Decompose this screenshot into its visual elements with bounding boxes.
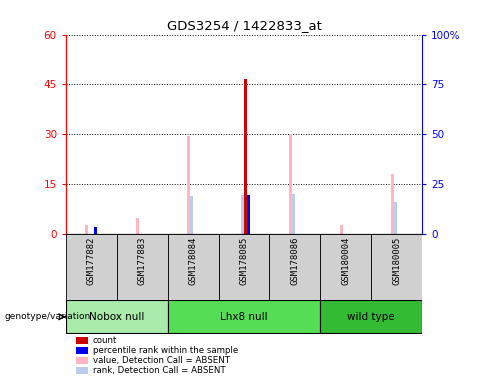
Bar xyxy=(190,196,193,234)
Text: genotype/variation: genotype/variation xyxy=(5,312,91,321)
Bar xyxy=(94,227,98,234)
Bar xyxy=(85,225,88,234)
Bar xyxy=(269,234,320,300)
Text: rank, Detection Call = ABSENT: rank, Detection Call = ABSENT xyxy=(93,366,225,375)
Text: GSM180005: GSM180005 xyxy=(392,236,401,285)
Text: GSM177883: GSM177883 xyxy=(138,236,147,285)
Text: GSM178085: GSM178085 xyxy=(240,236,248,285)
Bar xyxy=(292,194,295,234)
Text: GSM178086: GSM178086 xyxy=(290,236,300,285)
Bar xyxy=(219,234,269,300)
Text: GSM178084: GSM178084 xyxy=(188,236,198,285)
Bar xyxy=(394,202,397,234)
Bar xyxy=(187,136,190,234)
Bar xyxy=(168,234,219,300)
Bar xyxy=(340,225,343,234)
Bar xyxy=(320,234,371,300)
Text: GSM177882: GSM177882 xyxy=(87,236,96,285)
Text: value, Detection Call = ABSENT: value, Detection Call = ABSENT xyxy=(93,356,230,365)
Bar xyxy=(289,134,292,234)
Bar xyxy=(371,234,422,300)
Bar xyxy=(136,218,139,234)
Text: Lhx8 null: Lhx8 null xyxy=(220,312,268,322)
Text: GSM180004: GSM180004 xyxy=(341,236,350,285)
Bar xyxy=(247,195,250,234)
Text: percentile rank within the sample: percentile rank within the sample xyxy=(93,346,238,355)
Text: wild type: wild type xyxy=(347,312,395,322)
Text: count: count xyxy=(93,336,117,345)
Bar xyxy=(241,195,244,234)
Bar xyxy=(117,234,168,300)
Bar xyxy=(320,300,422,333)
Bar xyxy=(244,79,247,234)
Bar xyxy=(66,300,168,333)
Title: GDS3254 / 1422833_at: GDS3254 / 1422833_at xyxy=(166,19,322,32)
Text: Nobox null: Nobox null xyxy=(89,312,144,322)
Bar xyxy=(66,234,117,300)
Bar xyxy=(390,174,394,234)
Bar xyxy=(168,300,320,333)
